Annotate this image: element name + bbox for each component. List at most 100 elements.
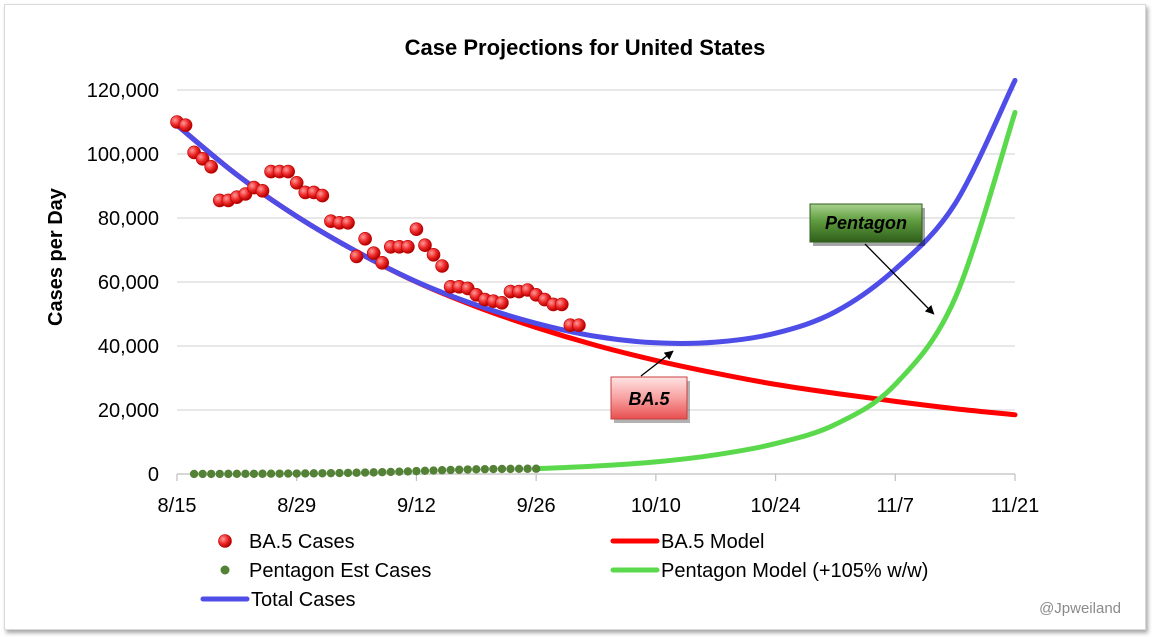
legend-label-pentagon-model-105-w-w: Pentagon Model (+105% w/w)	[661, 560, 928, 582]
ba5-case-point	[281, 164, 295, 179]
pentagon-est-point	[514, 464, 524, 474]
y-tick-label: 80,000	[98, 208, 159, 230]
pentagon-est-point	[258, 469, 267, 478]
pentagon-est-point	[472, 465, 481, 474]
legend-label-ba-5-cases: BA.5 Cases	[249, 531, 355, 553]
x-tick-label: 8/15	[158, 495, 197, 517]
x-axis-tick-labels: 8/15 8/29 9/12 9/26 10/10 10/24 11/7 11/21	[158, 474, 1040, 517]
ba5-case-point	[204, 160, 219, 174]
pentagon-est-point	[497, 464, 507, 474]
ba5-case-point	[341, 216, 355, 230]
series-lines	[174, 78, 1018, 472]
chart-frame: Case Projections for United States 0 20,0…	[4, 4, 1146, 630]
legend-label-ba-5-model: BA.5 Model	[661, 531, 764, 553]
pentagon-est-point	[198, 469, 207, 479]
pentagon-est-point	[446, 465, 455, 475]
pentagon-est-point	[463, 465, 472, 474]
pentagon-est-point	[531, 464, 541, 473]
ba5-case-point	[375, 255, 390, 270]
credit-text: @Jpweiland	[1039, 600, 1121, 617]
pentagon-callout-label: Pentagon	[825, 213, 907, 233]
ba5-case-point	[401, 240, 415, 254]
ba5-callout-label: BA.5	[628, 389, 670, 409]
pentagon-est-point	[395, 467, 404, 476]
ba5-callout-box	[610, 376, 688, 420]
legend-marker-ba-5-cases	[218, 534, 232, 548]
pentagon-est-point	[249, 469, 259, 478]
gridlines	[177, 89, 1015, 475]
ba5-case-point	[289, 176, 304, 190]
pentagon-est-point	[207, 469, 216, 479]
y-tick-label: 120,000	[87, 80, 159, 102]
ba5-case-point	[255, 184, 270, 198]
pentagon-est-point	[283, 469, 293, 478]
legend-marker-pentagon-est-cases	[220, 565, 230, 575]
ba5-case-point	[315, 188, 330, 203]
pentagon-est-point	[454, 465, 464, 474]
x-tick-label: 10/24	[751, 495, 801, 517]
ba5-case-point	[426, 248, 441, 262]
ba5-case-point	[435, 259, 449, 273]
pentagon-est-point	[429, 466, 438, 475]
ba5-case-point	[418, 238, 432, 252]
chart-title: Case Projections for United States	[405, 35, 766, 60]
pentagon-est-point	[489, 464, 498, 474]
legend-label-total-cases: Total Cases	[251, 589, 356, 611]
legend: BA.5 Cases BA.5 Model Pentagon Est Cases Pe…	[200, 531, 928, 611]
pentagon-est-point	[232, 469, 242, 479]
pentagon-est-point	[523, 464, 532, 473]
callouts: Pentagon BA.5	[610, 203, 935, 423]
pentagon-est-point	[326, 468, 336, 478]
y-tick-label: 100,000	[87, 144, 159, 166]
y-axis-tick-labels: 0 20,000 40,000 60,000 80,000 100,000 120,000	[87, 80, 159, 486]
pentagon-est-point	[189, 469, 199, 479]
pentagon-est-point	[420, 466, 430, 476]
pentagon-est-point	[343, 468, 353, 478]
pentagon-est-point	[386, 467, 395, 477]
ba5-case-point	[195, 152, 210, 166]
pentagon-est-point	[241, 469, 250, 479]
legend-label-pentagon-est-cases: Pentagon Est Cases	[249, 560, 431, 582]
pentagon-est-point	[480, 464, 490, 474]
pentagon-callout-arrow	[864, 243, 935, 315]
series-line-pentagon-model-105-w-w-	[533, 109, 1018, 472]
pentagon-est-point	[360, 468, 370, 477]
pentagon-est-point	[292, 469, 301, 478]
y-tick-label: 20,000	[98, 400, 159, 422]
pentagon-est-point	[378, 467, 387, 477]
pentagon-est-point	[275, 469, 284, 478]
pentagon-est-point	[309, 469, 319, 478]
ba5-case-point	[554, 297, 569, 312]
pentagon-est-point	[215, 469, 224, 479]
series-line-total-cases	[174, 78, 1018, 346]
ba5-case-point	[495, 295, 509, 310]
pentagon-est-point	[403, 467, 413, 476]
ba5-case-point	[366, 246, 381, 260]
y-axis-label: Cases per Day	[45, 187, 67, 326]
x-tick-label: 10/10	[631, 495, 681, 517]
x-tick-label: 11/21	[991, 495, 1040, 517]
chart-svg: Case Projections for United States 0 20,0…	[45, 35, 1121, 617]
x-tick-label: 8/29	[277, 495, 316, 517]
y-tick-label: 0	[148, 464, 159, 486]
series-points	[170, 115, 586, 479]
x-tick-label: 11/7	[877, 495, 914, 517]
pentagon-est-point	[437, 466, 447, 475]
x-tick-label: 9/26	[517, 495, 556, 517]
y-tick-label: 40,000	[98, 336, 159, 358]
ba5-case-point	[358, 232, 372, 246]
pentagon-est-point	[369, 468, 378, 477]
y-tick-label: 60,000	[98, 272, 159, 294]
pentagon-est-point	[352, 468, 361, 477]
pentagon-est-point	[266, 469, 276, 478]
pentagon-est-point	[506, 464, 515, 474]
ba5-case-point	[572, 318, 586, 333]
pentagon-est-point	[412, 466, 421, 476]
pentagon-callout-box	[809, 203, 923, 243]
ba5-case-point	[349, 249, 364, 264]
ba5-case-point	[178, 118, 193, 132]
pentagon-est-point	[224, 469, 233, 479]
pentagon-est-point	[335, 468, 344, 478]
pentagon-est-point	[301, 469, 310, 478]
x-tick-label: 9/12	[397, 495, 436, 517]
